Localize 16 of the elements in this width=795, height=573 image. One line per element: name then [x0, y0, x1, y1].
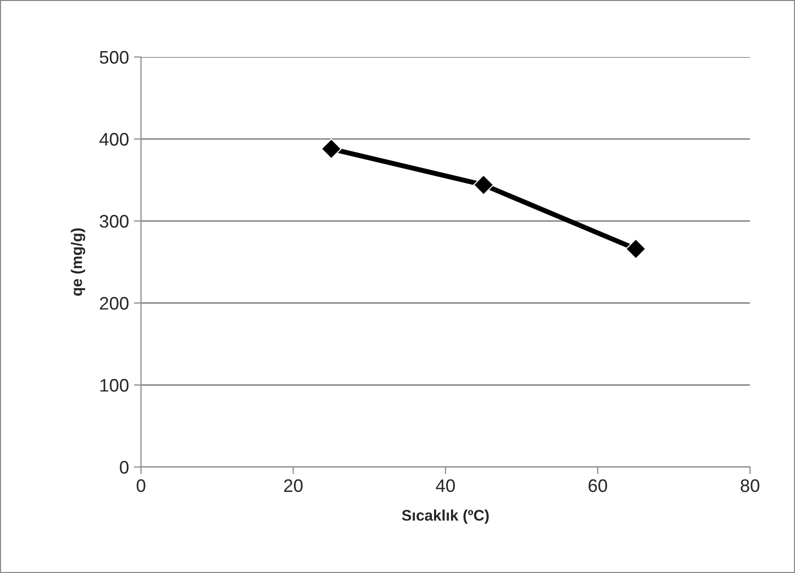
x-tick-label: 60: [588, 479, 608, 492]
y-tick-label: 0: [120, 460, 128, 474]
y-tick-label: 300: [100, 214, 128, 228]
point: [473, 174, 494, 196]
point: [625, 238, 646, 260]
y-tick-label: 100: [100, 378, 128, 392]
y-axis-title: qe (mg/g): [70, 228, 86, 296]
x-axis-title: Sıcaklık (ºC): [402, 510, 489, 524]
x-tick-label: 40: [436, 479, 455, 492]
y-tick-label: 200: [100, 296, 128, 310]
y-tick-label: 400: [99, 132, 128, 146]
x-tick-label: 0: [136, 479, 146, 492]
x-tick-label: 80: [740, 479, 760, 492]
point: [320, 138, 342, 160]
x-tick-label: 20: [284, 479, 303, 492]
y-tick-label: 500: [100, 50, 128, 64]
